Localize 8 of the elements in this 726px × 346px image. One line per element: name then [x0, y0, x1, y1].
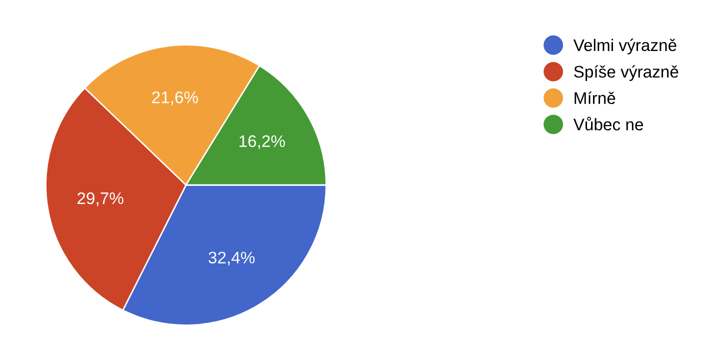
data-label: 32,4% [208, 252, 255, 266]
legend-label: Vůbec ne [573, 116, 644, 130]
data-label: 16,2% [240, 135, 285, 150]
data-label: 29,7% [78, 192, 124, 206]
legend-label: Mírně [574, 92, 616, 104]
legend-label: Spíše výrazně [574, 65, 678, 81]
data-label: 21,6% [152, 91, 198, 106]
legend-label: Velmi výrazně [573, 38, 676, 54]
